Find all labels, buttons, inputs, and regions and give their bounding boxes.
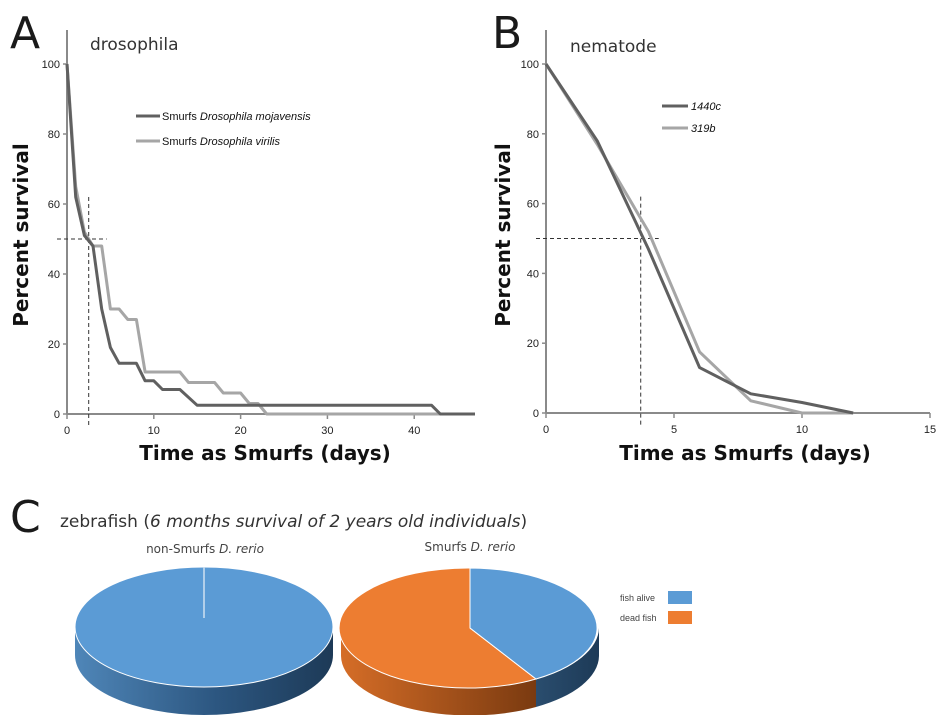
pie-1-side [75, 627, 333, 715]
panel-a: A drosophila 0 20 40 60 80 100 0 10 20 30 40 Time … [9, 8, 475, 465]
panel-a-xlabel: Time as Smurfs (days) [139, 441, 391, 465]
pie-2-slice-fish-alive [469, 567, 598, 680]
pie-2-title: Smurfs D. rerio [425, 540, 516, 554]
panel-b-series-1-line [544, 63, 854, 415]
panel-c-letter: C [10, 492, 41, 543]
panel-b: B nematode 0 20 40 60 80 100 0 5 10 15 Time as Sm… [491, 8, 936, 465]
panel-b-ytick-label: 80 [527, 129, 539, 141]
pie-legend-swatch-dead [668, 611, 692, 624]
panel-b-ytick-label: 40 [527, 268, 539, 280]
panel-c: C zebrafish (6 months survival of 2 year… [10, 492, 692, 715]
panel-b-xtick-label: 10 [796, 424, 808, 436]
panel-b-xlabel: Time as Smurfs (days) [619, 441, 871, 465]
panel-a-xtick-label: 30 [321, 425, 333, 437]
pie-1 [74, 566, 334, 715]
plot-b: 0 20 40 60 80 100 0 5 10 15 [521, 30, 936, 436]
panel-a-ytick-label: 80 [48, 129, 60, 141]
pie-2-side-fish-alive [536, 628, 599, 707]
panel-a-ytick-label: 0 [54, 409, 60, 421]
panel-b-ytick-label: 20 [527, 338, 539, 350]
panel-b-legend: 1440c 319b [662, 101, 721, 135]
panel-b-xtick-label: 0 [543, 424, 549, 436]
pie-legend: fish alive dead fish [620, 591, 692, 624]
panel-a-series-1-line [65, 63, 475, 416]
panel-a-xtick-label: 40 [408, 425, 420, 437]
panel-b-ytick-label: 60 [527, 199, 539, 211]
pie-2-slice-dead-fish [338, 567, 538, 689]
legend-label-virilis: Smurfs Drosophila virilis [162, 136, 280, 148]
plot-a: 0 20 40 60 80 100 0 10 20 30 40 [42, 30, 475, 437]
pie-2-side-dead-fish [341, 628, 536, 715]
panel-b-letter: B [492, 8, 522, 59]
panel-a-xtick-label: 10 [148, 425, 160, 437]
panel-a-ytick-label: 100 [42, 59, 60, 71]
panel-b-title: nematode [570, 37, 657, 57]
pie-1-title: non-Smurfs D. rerio [146, 542, 264, 556]
pie-legend-label-dead: dead fish [620, 613, 657, 623]
panel-a-letter: A [10, 8, 40, 59]
legend-label-1440c: 1440c [691, 101, 721, 113]
panel-b-ytick-label: 100 [521, 59, 539, 71]
panel-a-title: drosophila [90, 35, 179, 55]
pie-legend-swatch-alive [668, 591, 692, 604]
panel-b-ylabel: Percent survival [491, 143, 515, 327]
panel-a-ytick-label: 40 [48, 269, 60, 281]
panel-b-xtick-label: 15 [924, 424, 936, 436]
panel-b-xtick-label: 5 [671, 424, 677, 436]
pie-2 [338, 567, 599, 715]
panel-a-ytick-label: 60 [48, 199, 60, 211]
panel-a-ytick-label: 20 [48, 339, 60, 351]
panel-c-title: zebrafish (6 months survival of 2 years … [60, 512, 527, 532]
panel-a-ylabel: Percent survival [9, 143, 33, 327]
legend-label-mojavensis: Smurfs Drosophila mojavensis [162, 111, 311, 123]
panel-a-xtick-label: 0 [64, 425, 70, 437]
panel-b-ytick-label: 0 [533, 408, 539, 420]
panel-a-xtick-label: 20 [234, 425, 246, 437]
legend-label-319b: 319b [691, 123, 715, 135]
pie-legend-label-alive: fish alive [620, 593, 655, 603]
panel-a-legend: Smurfs Drosophila mojavensis Smurfs Dros… [136, 111, 311, 148]
